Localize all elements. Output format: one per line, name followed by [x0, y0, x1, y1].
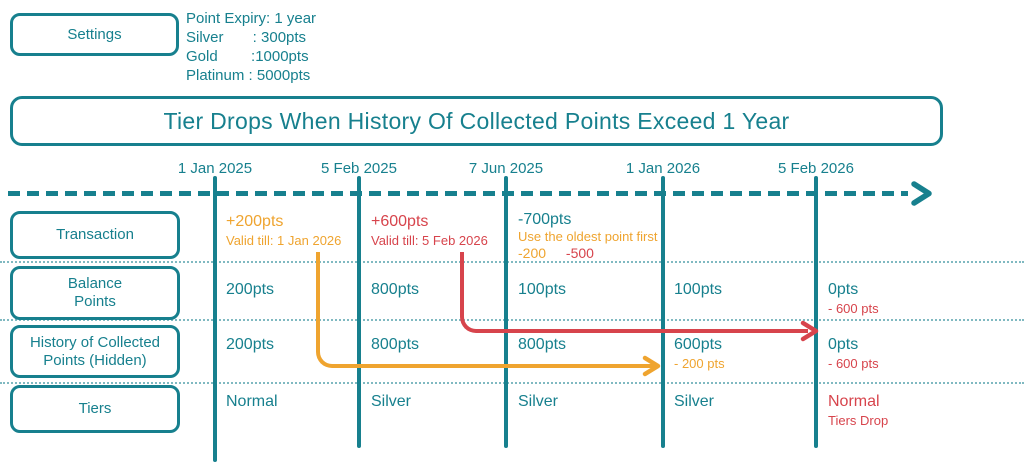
date-label-4: 1 Jan 2026 — [625, 160, 701, 177]
balance-cell-3: 100pts — [518, 281, 566, 299]
tiers-cell-1: Normal — [226, 393, 278, 411]
timeline-dashed-line — [8, 191, 908, 196]
tier-5-drop-note: Tiers Drop — [828, 413, 889, 428]
setting-platinum: Platinum : 5000pts — [186, 67, 311, 84]
red-expiry-arrow — [460, 252, 808, 333]
row-separator-1 — [0, 261, 1024, 263]
row-label-tiers-text: Tiers — [78, 400, 112, 417]
transaction-3-amount: -700pts — [518, 211, 572, 228]
transaction-2-validity: Valid till: 5 Feb 2026 — [371, 233, 488, 248]
row-label-transaction-text: Transaction — [56, 226, 134, 243]
balance-1-value: 200pts — [226, 281, 275, 298]
tiers-cell-3: Silver — [518, 393, 558, 411]
date-line-4 — [661, 176, 665, 448]
tiers-cell-5: Normal Tiers Drop — [828, 393, 888, 428]
balance-4-value: 100pts — [674, 281, 723, 298]
transaction-1-amount: +200pts — [226, 213, 284, 230]
transaction-cell-3: -700pts Use the oldest point first -200 … — [518, 211, 657, 261]
settings-label: Settings — [67, 26, 122, 43]
tier-4-value: Silver — [674, 393, 715, 410]
transaction-2-amount: +600pts — [371, 213, 429, 230]
orange-arrow-right-icon — [642, 355, 661, 377]
transaction-cell-1: +200pts Valid till: 1 Jan 2026 — [226, 213, 341, 248]
transaction-3-detail-200: -200 — [518, 245, 547, 261]
balance-cell-5: 0pts - 600 pts — [828, 281, 879, 316]
date-line-2 — [357, 176, 361, 448]
row-separator-3 — [0, 382, 1024, 384]
setting-point-expiry: Point Expiry: 1 year — [186, 10, 317, 27]
history-cell-5: 0pts - 600 pts — [828, 336, 879, 371]
history-cell-1: 200pts — [226, 336, 274, 354]
balance-2-value: 800pts — [371, 281, 420, 298]
row-separator-2 — [0, 319, 1024, 321]
history-5-deduction: - 600 pts — [828, 356, 879, 371]
date-line-3 — [504, 176, 508, 448]
date-label-3: 7 Jun 2025 — [468, 160, 544, 177]
tier-1-value: Normal — [226, 393, 278, 410]
balance-5-deduction: - 600 pts — [828, 301, 879, 316]
history-1-value: 200pts — [226, 336, 275, 353]
transaction-3-detail-500: -500 — [565, 245, 594, 261]
date-line-5 — [814, 176, 818, 448]
date-label-2: 5 Feb 2025 — [321, 160, 397, 177]
history-4-deduction: - 200 pts — [674, 356, 725, 371]
tiers-cell-2: Silver — [371, 393, 411, 411]
setting-silver: Silver : 300pts — [186, 29, 307, 46]
balance-cell-4: 100pts — [674, 281, 722, 299]
date-label-1: 1 Jan 2025 — [177, 160, 253, 177]
settings-list: Point Expiry: 1 year Silver : 300pts Gol… — [186, 9, 316, 85]
tier-2-value: Silver — [371, 393, 412, 410]
balance-cell-2: 800pts — [371, 281, 419, 299]
row-label-transaction: Transaction — [10, 211, 180, 259]
row-label-history-text: History of Collected Points (Hidden) — [29, 333, 161, 369]
tiers-cell-4: Silver — [674, 393, 714, 411]
transaction-3-breakdown: -200 -500 — [518, 245, 657, 261]
history-3-value: 800pts — [518, 336, 567, 353]
page-title: Tier Drops When History Of Collected Poi… — [163, 107, 790, 134]
settings-box: Settings — [10, 13, 179, 56]
row-label-balance-points-text: Balance Points — [67, 275, 123, 310]
history-4-value: 600pts — [674, 336, 723, 353]
title-box: Tier Drops When History Of Collected Poi… — [10, 96, 943, 146]
balance-5-value: 0pts — [828, 281, 859, 298]
row-label-history: History of Collected Points (Hidden) — [10, 325, 180, 378]
balance-cell-1: 200pts — [226, 281, 274, 299]
row-label-balance-points: Balance Points — [10, 266, 180, 320]
history-2-value: 800pts — [371, 336, 420, 353]
transaction-3-note: Use the oldest point first — [518, 229, 658, 244]
history-5-value: 0pts — [828, 336, 859, 353]
tier-3-value: Silver — [518, 393, 559, 410]
history-cell-2: 800pts — [371, 336, 419, 354]
history-cell-4: 600pts - 200 pts — [674, 336, 725, 371]
row-label-tiers: Tiers — [10, 385, 180, 433]
history-cell-3: 800pts — [518, 336, 566, 354]
balance-3-value: 100pts — [518, 281, 567, 298]
red-arrow-right-icon — [800, 320, 819, 342]
setting-gold: Gold :1000pts — [186, 48, 309, 65]
timeline-arrow-right-icon — [911, 181, 932, 206]
orange-expiry-arrow — [316, 252, 654, 368]
tier-5-value: Normal — [828, 393, 880, 410]
date-label-5: 5 Feb 2026 — [778, 160, 854, 177]
transaction-cell-2: +600pts Valid till: 5 Feb 2026 — [371, 213, 488, 248]
transaction-1-validity: Valid till: 1 Jan 2026 — [226, 233, 342, 248]
